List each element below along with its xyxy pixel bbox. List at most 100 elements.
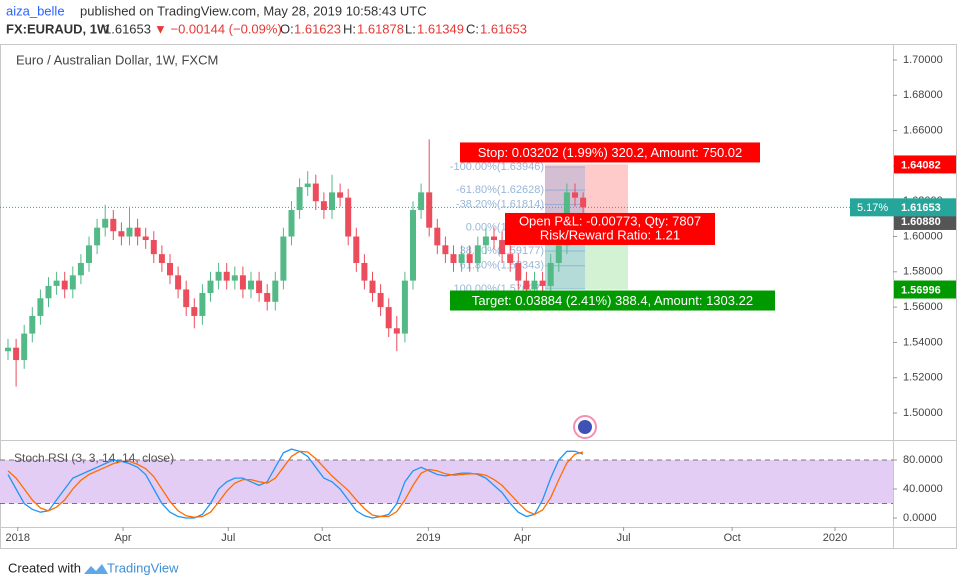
price-tag-label: 1.60880 — [901, 216, 941, 228]
fib-label: -38.20%(1.61814) — [456, 198, 544, 210]
candle-body — [61, 280, 68, 290]
candle-body — [401, 280, 408, 334]
stoch-title: Stoch RSI (3, 3, 14, 14, close) — [14, 451, 174, 465]
x-tick-label: Apr — [514, 532, 531, 544]
candle-body — [353, 236, 360, 263]
y-tick-label: 1.58000 — [903, 266, 943, 278]
candle-body — [45, 285, 52, 299]
target-label: Target: 0.03884 (2.41%) 388.4, Amount: 1… — [472, 293, 753, 308]
candle-body — [231, 275, 238, 281]
pnl-box — [505, 212, 715, 245]
last-price-percent: 5.17% — [857, 202, 888, 214]
candle-body — [118, 231, 125, 237]
candle-body — [507, 254, 514, 263]
candle-body — [474, 245, 481, 263]
x-tick-label: Jul — [221, 532, 235, 544]
author[interactable]: aiza_belle — [6, 3, 65, 18]
price-tag — [894, 155, 956, 174]
candle-body — [272, 280, 279, 302]
candle-body — [515, 262, 522, 281]
candle-body — [426, 192, 433, 228]
candle-body — [580, 197, 587, 208]
c-label: C: — [466, 21, 479, 36]
candle-body — [77, 262, 84, 276]
target-label-box — [450, 290, 775, 311]
candle-body — [126, 227, 133, 237]
candle-body — [86, 245, 92, 263]
candle-body — [377, 292, 384, 308]
candle-body — [434, 227, 441, 246]
candle-body — [369, 280, 376, 293]
published: published on TradingView.com, May 28, 20… — [80, 3, 427, 18]
o-label: O: — [280, 21, 294, 36]
candle-body — [466, 254, 473, 263]
symbol: FX:EURAUD, 1W — [6, 21, 110, 36]
candle-body — [248, 280, 254, 290]
price-tag-label: 1.56996 — [901, 284, 941, 296]
candle-body — [175, 275, 182, 290]
candle-body — [442, 245, 449, 255]
x-tick-label: Oct — [314, 532, 331, 544]
candle-body — [491, 236, 497, 241]
price: 1.61653 — [104, 21, 151, 36]
candle-body — [482, 236, 489, 246]
candle-body — [555, 245, 562, 263]
y-tick-label: 40.0000 — [903, 483, 943, 495]
candle-body — [110, 218, 117, 232]
candle-body — [523, 280, 530, 290]
chart-title: Euro / Australian Dollar, 1W, FXCM — [16, 52, 218, 67]
candle-body — [539, 280, 546, 286]
candle-body — [239, 275, 246, 290]
y-tick-label: 1.52000 — [903, 372, 943, 384]
x-tick-label: 2018 — [5, 532, 29, 544]
candle-body — [337, 192, 344, 198]
candle-body — [142, 236, 149, 241]
y-tick-label: 1.70000 — [903, 54, 943, 66]
candle-body — [150, 240, 157, 255]
stoch-pane — [0, 448, 893, 519]
event-icon-inner — [578, 420, 592, 434]
candle-body — [215, 271, 222, 281]
candle-body — [183, 289, 190, 308]
y-tick-label: 1.66000 — [903, 125, 943, 137]
last-price-tag — [850, 198, 956, 217]
candle-body — [499, 240, 506, 255]
o: 1.61623 — [294, 21, 341, 36]
y-tick-label: 1.68000 — [903, 89, 943, 101]
candle-body — [69, 275, 76, 290]
candle-body — [102, 218, 109, 228]
stop-zone — [545, 164, 628, 221]
y-tick-label: 1.56000 — [903, 301, 943, 313]
y-tick-label: 0.0000 — [903, 512, 937, 524]
price-pane: -100.00%(1.63946) -61.80%(1.62628) -38.20%… — [0, 139, 893, 387]
fib-label: -61.80%(1.62628) — [456, 184, 544, 196]
c: 1.61653 — [480, 21, 527, 36]
overlay: 1.700001.680001.660001.640001.620001.600… — [5, 54, 956, 544]
brand[interactable]: TradingView — [107, 560, 179, 575]
candle-body — [37, 298, 44, 316]
candle-body — [531, 280, 538, 290]
x-tick-label: Apr — [114, 532, 131, 544]
stoch-line — [7, 450, 584, 518]
candle-body — [450, 254, 457, 263]
candle-body — [572, 192, 578, 198]
candle-body — [296, 187, 303, 211]
candle-body — [393, 328, 400, 334]
candle-body — [361, 262, 368, 281]
created-with: Created with — [8, 560, 81, 575]
candle-body — [345, 197, 352, 237]
candle-body — [288, 210, 295, 237]
candle-body — [223, 271, 230, 281]
candle-body — [458, 254, 465, 263]
change: ▼ −0.00144 (−0.09%) — [154, 21, 282, 36]
candle-body — [29, 315, 36, 334]
l-label: L: — [405, 21, 416, 36]
stop-label-box — [460, 142, 760, 163]
h-label: H: — [343, 21, 356, 36]
candle-body — [312, 183, 319, 202]
y-tick-label: 1.54000 — [903, 336, 943, 348]
candle-body — [134, 227, 141, 237]
candle-body — [167, 262, 173, 276]
h: 1.61878 — [357, 21, 404, 36]
